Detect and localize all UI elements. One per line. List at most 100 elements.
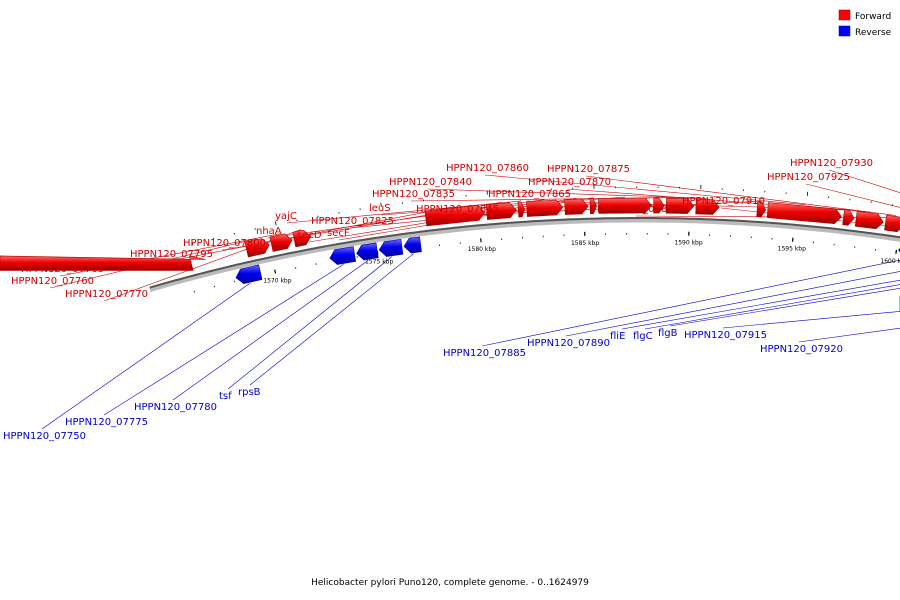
reverse-gene-label: HPPN120_07920 [760,344,843,355]
forward-gene-label: HPPN120_07770 [65,289,148,300]
forward-gene-label: leuS [369,203,391,214]
forward-gene-label: HPPN120_07800 [183,238,266,249]
scale-tick-label: 1595 kbp [778,246,806,253]
forward-gene-label: HPPN120_07765 [21,264,104,275]
reverse-label-connector [249,253,414,386]
reverse-label-connector [103,264,344,416]
scale-tick-label: 1590 kbp [674,240,702,247]
legend-forward-swatch [838,9,851,21]
reverse-gene[interactable] [356,242,379,261]
forward-gene-label: HPPN120_07825 [311,216,394,227]
reverse-gene-label: fliE [610,331,625,342]
reverse-label-connector [41,282,251,430]
outer-tick [274,221,277,226]
reverse-label-connector [644,284,900,330]
forward-gene-label: HPPN120_07910 [682,196,765,207]
reverse-gene-label: HPPN120_07775 [65,417,148,428]
reverse-gene-label: tsf [219,391,232,402]
forward-gene-label: HPPN120_07930 [790,158,873,169]
reverse-label-connector [669,287,900,327]
forward-gene[interactable] [884,214,900,233]
forward-gene-label: HPPN120_07925 [767,172,850,183]
reverse-gene[interactable] [403,236,422,254]
forward-label-connector [103,229,302,302]
forward-gene-label: HPPN120_07870 [528,177,611,188]
forward-label-connector [828,169,900,193]
reverse-gene-label: flgC [633,331,653,342]
forward-gene[interactable] [756,201,767,218]
legend-reverse-label: Reverse [855,28,892,38]
forward-gene[interactable] [665,197,695,214]
outer-tick [380,202,382,207]
forward-label-connector [286,200,522,224]
forward-gene[interactable] [589,198,597,215]
major-tick [274,269,277,274]
forward-label-connector [168,206,455,262]
reverse-label-connector [481,259,900,347]
forward-gene-label: HPPN120_07875 [547,164,630,175]
forward-gene[interactable] [292,229,312,248]
forward-label-connector [427,188,708,199]
genome-title-footer: Helicobacter pylori Puno120, complete ge… [311,578,589,588]
reverse-gene[interactable] [329,246,357,265]
reverse-gene-label: HPPN120_07915 [684,330,767,341]
reverse-label-connector [227,256,392,390]
forward-gene[interactable] [842,209,855,226]
scale-tick-label: 1575 kbp [365,259,393,266]
scale-tick-label: 1570 kbp [263,277,291,284]
forward-gene-label: HPPN120_07760 [11,276,94,287]
reverse-label-connector [172,260,369,401]
forward-gene-label: HPPN120_07795 [130,249,213,260]
backbone-layer [149,217,900,292]
reverse-gene-label: HPPN120_07885 [443,348,526,359]
legend-forward-label: Forward [855,12,891,22]
reverse-gene-label: HPPN120_07780 [134,402,217,413]
scale-tick-label: 1600 kbp [880,258,900,265]
forward-gene[interactable] [526,199,564,217]
reverse-label-connector [798,327,900,343]
forward-gene-label: HPPN120_07840 [389,177,472,188]
genes [0,197,900,311]
genome-backbone-shadow [149,217,900,292]
forward-label-connector [805,183,900,208]
forward-gene-label: secD [297,230,322,241]
forward-gene[interactable] [269,233,293,252]
forward-gene[interactable] [517,201,526,218]
reverse-gene-label: HPPN120_07750 [3,431,86,442]
forward-gene-label: HPPN120_07880 [597,204,680,215]
forward-gene[interactable] [244,238,270,258]
forward-gene[interactable] [653,197,665,214]
forward-gene-label: HPPN120_07865 [488,189,571,200]
scale-tick-label: 1585 kbp [571,240,599,247]
reverse-label-connector [621,279,900,330]
reverse-gene[interactable] [378,238,404,257]
major-tick [895,249,898,254]
legend: Forward Reverse [838,9,892,38]
partial-forward-gene [0,255,206,271]
reverse-gene[interactable] [235,264,263,285]
forward-gene-label: yajC [275,211,297,222]
forward-gene-label: HPPN120_07860 [446,163,529,174]
forward-gene-label: secF [327,228,350,239]
forward-gene-label: HPPN120_07835 [372,189,455,200]
reverse-gene-label: HPPN120_07890 [527,338,610,349]
forward-gene-label: HPPN120_07845 [416,204,499,215]
forward-gene[interactable] [766,202,842,225]
forward-gene[interactable] [424,205,486,227]
forward-gene[interactable] [485,202,517,220]
forward-label-connector [484,174,806,205]
reverse-gene-label: rpsB [238,387,261,398]
forward-gene[interactable] [564,198,589,215]
forward-gene[interactable] [854,210,884,230]
forward-label-connector [585,175,897,216]
scale-ticks: 1570 kbp 1575 kbp 1580 kbp 1585 kbp 1590 kbp… [192,184,900,293]
legend-reverse-swatch [838,25,851,37]
forward-gene[interactable] [598,197,652,214]
forward-gene[interactable] [695,198,720,215]
scale-tick-label: 1580 kbp [468,246,496,253]
forward-gene-label: nhaA [256,226,282,237]
genome-backbone [149,217,900,289]
reverse-gene-label: flgB [658,328,678,339]
